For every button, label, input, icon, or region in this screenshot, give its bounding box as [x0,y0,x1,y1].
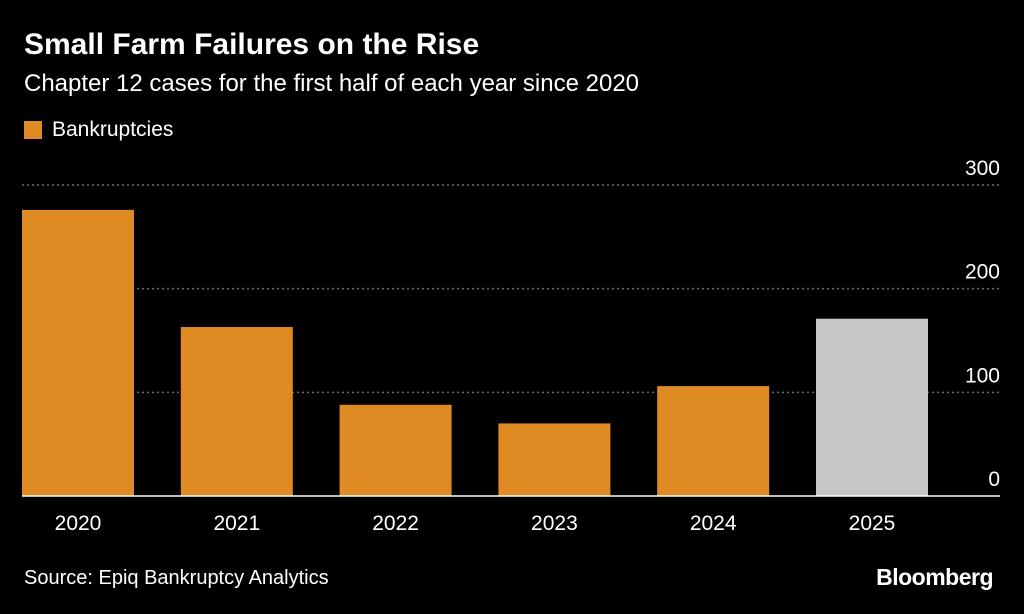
x-tick-label-2020: 2020 [55,512,102,535]
bar-2023 [498,423,611,496]
chart-subtitle: Chapter 12 cases for the first half of e… [24,70,640,97]
y-tick-label-0: 0 [988,468,1000,491]
legend-label-bankruptcies: Bankruptcies [52,118,174,141]
bar-2024 [657,386,770,496]
legend: Bankruptcies [24,118,173,142]
y-tick-label-200: 200 [965,261,1000,284]
x-tick-label-2024: 2024 [690,512,737,535]
y-tick-label-100: 100 [965,364,1000,387]
bar-2020 [22,209,134,496]
y-tick-label-300: 300 [965,157,1000,180]
bars [22,209,928,496]
y-axis-ticks: 0 100 200 300 [965,157,1000,491]
source-note: Source: Epiq Bankruptcy Analytics [24,567,329,589]
chart-title: Small Farm Failures on the Rise [24,28,480,61]
x-tick-label-2023: 2023 [531,512,578,535]
x-axis-ticks: 2020 2021 2022 2023 2024 2025 [55,512,896,535]
x-tick-label-2025: 2025 [849,512,896,535]
bar-chart: 0 100 200 300 2020 2021 2022 2023 2024 2025 [22,157,1000,535]
bloomberg-logo: Bloomberg [876,564,993,590]
legend-swatch-bankruptcies [24,121,42,139]
bar-2022 [339,404,452,496]
x-tick-label-2021: 2021 [213,512,260,535]
bar-2021 [180,327,293,496]
x-tick-label-2022: 2022 [372,512,419,535]
bar-2025 [816,318,928,496]
